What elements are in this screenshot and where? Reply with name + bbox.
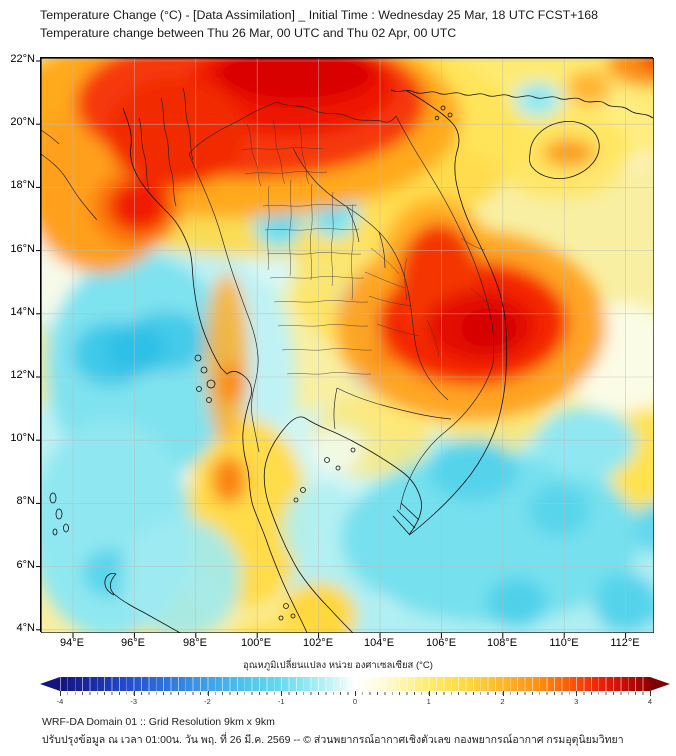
colorbar-major-tick [502,691,504,696]
colorbar-tick-value: 1 [426,697,431,706]
lat-tick-label: 10°N [10,432,35,444]
page-subtitle: Temperature change between Thu 26 Mar, 0… [40,25,457,40]
lat-tick-label: 12°N [10,369,35,381]
lon-tick-label: 108°E [486,637,518,649]
colorbar-tick-value: 0 [352,697,358,706]
graticule [41,58,654,633]
colorbar-major-tick [133,691,135,696]
colorbar-tick-value: 2 [500,697,505,706]
province-borders [240,119,494,375]
lon-tick-label: 94°E [60,637,84,649]
footer: WRF-DA Domain 01 :: Grid Resolution 9km … [42,714,662,749]
colorbar-tick-value: 4 [647,697,653,706]
colorbar-major-tick [650,691,651,696]
colorbar-right-arrow [650,677,670,691]
lon-tick-label: 104°E [363,637,395,649]
islands [49,105,453,621]
lat-tick-label: 18°N [10,179,35,191]
footer-domain-info: WRF-DA Domain 01 :: Grid Resolution 9km … [42,716,275,728]
colorbar-bar: -4 -3 -2 -1 0 1 2 3 4 [40,677,670,706]
colorbar-tick-value: -3 [130,697,138,706]
lat-tick-label: 20°N [10,116,35,128]
lon-tick-label: 112°E [610,637,640,649]
lat-tick-label: 14°N [10,306,35,318]
colorbar-tick-value: -1 [277,697,285,706]
axis-ticks [36,60,627,638]
lon-tick-label: 102°E [302,637,334,649]
lat-tick-label: 16°N [10,243,35,255]
temperature-field [41,58,654,633]
lat-tick-label: 6°N [16,559,35,571]
lat-tick-label: 22°N [10,53,35,65]
colorbar-major-tick [355,691,356,696]
lon-tick-label: 100°E [240,637,272,649]
lon-tick-label: 106°E [425,637,457,649]
colorbar-tick-value: -2 [204,697,211,706]
coastlines [104,89,654,633]
page-title: Temperature Change (°C) - [Data Assimila… [40,8,599,22]
colorbar-major-tick [281,691,283,696]
footer-update-info: ปรับปรุงข้อมูล ณ เวลา 01:00น. วัน พฤ. ที… [42,733,624,746]
country-borders [41,87,495,511]
lon-tick-label: 98°E [183,637,207,649]
colorbar-tick-value: -4 [56,697,64,706]
header: Temperature Change (°C) - [Data Assimila… [40,7,660,43]
lat-tick-label: 8°N [16,495,35,507]
colorbar-major-tick [60,691,61,696]
map-canvas [36,58,654,638]
colorbar-tick-value: 3 [574,697,579,706]
colorbar-major-tick [428,691,430,696]
lon-tick-label: 110°E [549,637,579,649]
colorbar-segments [60,677,650,691]
colorbar-major-tick [576,691,578,696]
colorbar-left-arrow [40,677,60,691]
colorbar-label: อุณหภูมิเปลี่ยนแปลง หน่วย องศาเซลเซียส (… [243,660,433,671]
colorbar-major-tick [207,691,209,696]
map-frame [36,57,654,638]
lat-tick-label: 4°N [16,622,35,634]
lon-tick-label: 96°E [121,637,145,649]
